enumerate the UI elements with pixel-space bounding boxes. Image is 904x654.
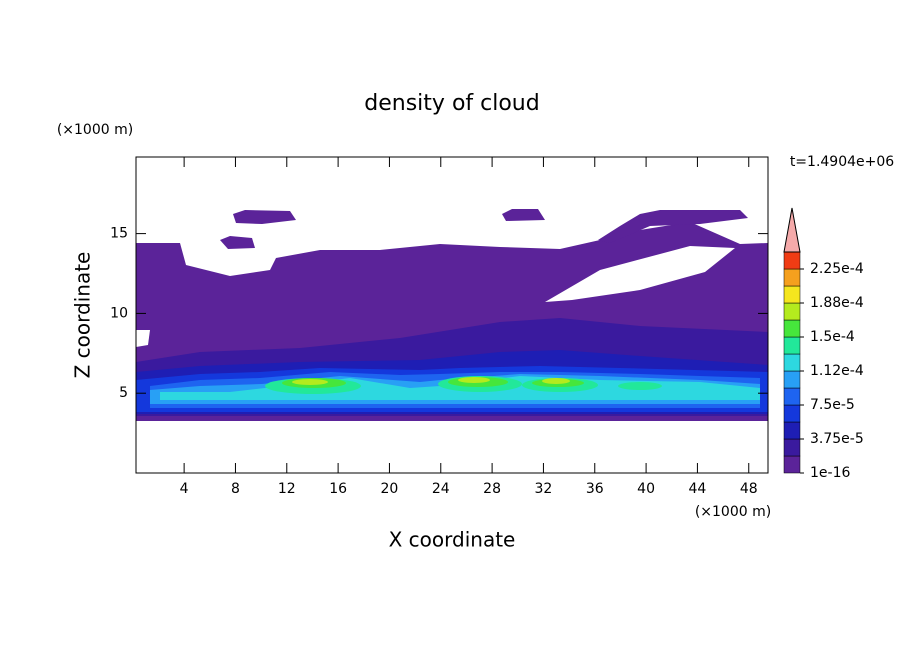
colorbar-band <box>783 455 801 474</box>
contour-region <box>502 209 545 221</box>
x-tick-label: 28 <box>483 481 501 497</box>
x-tick-label: 20 <box>381 481 399 497</box>
y-axis-label: Z coordinate <box>71 252 95 379</box>
colorbar-band <box>783 404 801 423</box>
x-tick-label: 24 <box>432 481 450 497</box>
x-tick-label: 48 <box>740 481 758 497</box>
colorbar-tick-label: 1.12e-4 <box>810 363 864 379</box>
x-tick-label: 8 <box>231 481 240 497</box>
x-tick-label: 12 <box>278 481 296 497</box>
colorbar-band <box>783 370 801 389</box>
colorbar-tick-label: 7.5e-5 <box>810 397 855 413</box>
contour-region <box>233 210 296 224</box>
contour-region <box>458 377 490 383</box>
y-tick-label: 10 <box>110 305 128 321</box>
x-axis-label: X coordinate <box>389 528 516 552</box>
colorbar-band <box>783 438 801 457</box>
colorbar-band <box>783 285 801 304</box>
colorbar-band <box>783 319 801 338</box>
x-tick-label: 4 <box>180 481 189 497</box>
colorbar-tick-label: 1e-16 <box>810 465 850 481</box>
colorbar-extend <box>783 207 801 253</box>
colorbar-tick-label: 1.5e-4 <box>810 329 855 345</box>
contour-region <box>618 382 662 390</box>
colorbar-band <box>783 336 801 355</box>
contour-region <box>292 379 328 385</box>
colorbar-band <box>783 353 801 372</box>
x-tick-label: 40 <box>637 481 655 497</box>
colorbar-band <box>783 251 801 270</box>
chart-title: density of cloud <box>364 91 539 116</box>
white-gap <box>545 246 735 302</box>
y-tick-label: 5 <box>119 385 128 401</box>
x-tick-label: 36 <box>586 481 604 497</box>
colorbar-tick-label: 2.25e-4 <box>810 261 864 277</box>
white-gap <box>136 330 150 347</box>
colorbar-tick-label: 1.88e-4 <box>810 295 864 311</box>
x-tick-label: 44 <box>689 481 707 497</box>
contour-region <box>220 236 255 249</box>
colorbar-band <box>783 421 801 440</box>
colorbar-band <box>783 268 801 287</box>
plot-frame <box>135 156 769 474</box>
x-tick-label: 16 <box>329 481 347 497</box>
y-tick-label: 15 <box>110 226 128 242</box>
y-unit: (×1000 m) <box>57 122 133 138</box>
contour-region <box>542 378 570 384</box>
colorbar-band <box>783 302 801 321</box>
time-label: t=1.4904e+06 <box>790 154 894 170</box>
colorbar-band <box>783 387 801 406</box>
contour-field <box>136 209 768 421</box>
colorbar-tick-label: 3.75e-5 <box>810 431 864 447</box>
x-tick-label: 32 <box>535 481 553 497</box>
contour-region <box>598 210 748 243</box>
x-unit: (×1000 m) <box>695 504 771 520</box>
